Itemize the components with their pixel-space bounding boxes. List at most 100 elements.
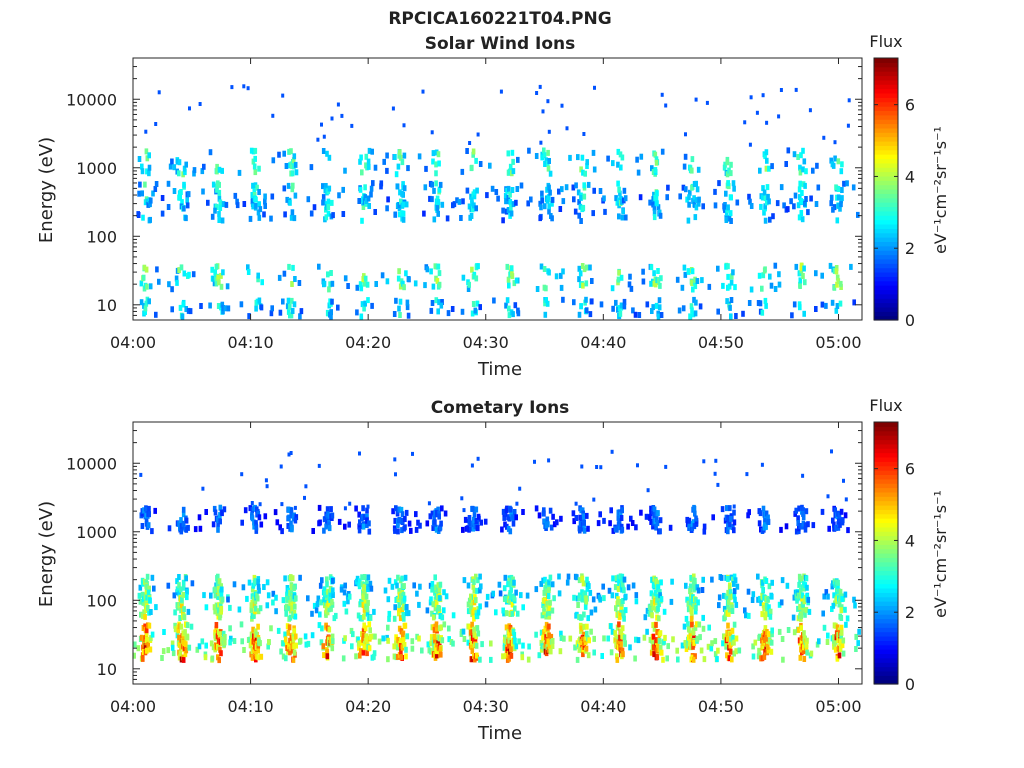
y-tick-label: 10 (97, 660, 117, 679)
heatmap-cell (430, 196, 434, 203)
heatmap-cell (728, 521, 732, 528)
heatmap-cell (321, 148, 326, 154)
heatmap-cell (397, 602, 401, 609)
heatmap-cell (197, 643, 202, 650)
heatmap-cell (358, 578, 362, 585)
heatmap-cell (433, 574, 437, 581)
heatmap-cell (472, 626, 476, 633)
heatmap-cell (246, 269, 251, 275)
heatmap-cell (201, 486, 205, 491)
heatmap-cell (179, 528, 184, 535)
heatmap-cell (779, 526, 783, 533)
heatmap-cell (798, 194, 802, 201)
heatmap-cell (431, 601, 436, 608)
heatmap-cell (474, 573, 478, 580)
heatmap-cell (507, 631, 512, 638)
heatmap-cell (466, 601, 471, 608)
heatmap-cell (651, 622, 655, 629)
heatmap-cell (620, 214, 625, 221)
heatmap-cell (851, 184, 856, 191)
heatmap-cell (211, 181, 216, 188)
heatmap-cell (663, 634, 667, 641)
heatmap-cell (751, 653, 756, 660)
heatmap-cell (282, 185, 287, 192)
heatmap-cell (423, 184, 428, 191)
heatmap-cell (397, 506, 402, 513)
heatmap-cell (770, 579, 774, 586)
heatmap-cell (794, 528, 799, 535)
heatmap-cell (181, 630, 185, 637)
heatmap-cell (309, 210, 314, 217)
heatmap-cell (753, 639, 758, 646)
heatmap-cell (796, 202, 801, 209)
heatmap-cell (246, 264, 250, 271)
heatmap-cell (440, 614, 445, 621)
heatmap-cell (801, 520, 806, 527)
heatmap-cell (668, 524, 673, 531)
heatmap-cell (585, 512, 589, 519)
heatmap-cell (401, 612, 405, 618)
heatmap-cell (470, 621, 474, 628)
heatmap-cell (544, 297, 548, 304)
heatmap-cell (400, 527, 404, 534)
heatmap-cell (491, 590, 495, 597)
heatmap-cell (438, 613, 443, 619)
heatmap-cell (798, 277, 803, 284)
heatmap-cell (406, 312, 411, 319)
heatmap-cell (830, 449, 833, 454)
heatmap-cell (801, 609, 805, 616)
heatmap-cell (803, 522, 808, 529)
heatmap-cell (285, 196, 289, 203)
heatmap-cell (417, 601, 421, 608)
heatmap-cell (218, 205, 223, 211)
heatmap-cell (185, 197, 189, 204)
heatmap-cell (549, 648, 553, 655)
colorbar-segment (874, 298, 898, 304)
heatmap-cell (143, 623, 147, 630)
heatmap-cell (592, 635, 596, 642)
heatmap-cell (762, 605, 766, 612)
heatmap-cell (653, 589, 658, 596)
heatmap-cell (190, 580, 195, 587)
heatmap-cell (364, 593, 369, 600)
heatmap-cell (506, 185, 511, 192)
heatmap-cell (620, 526, 625, 533)
heatmap-cell (294, 169, 299, 176)
heatmap-cell (511, 168, 516, 175)
heatmap-cell (379, 183, 383, 190)
heatmap-cell (397, 610, 401, 617)
heatmap-cell (397, 606, 401, 613)
heatmap-cell (362, 280, 367, 287)
heatmap-cell (293, 161, 298, 168)
heatmap-cell (249, 631, 254, 638)
heatmap-cell (422, 210, 426, 217)
heatmap-cell (766, 643, 770, 650)
colorbar-segment (874, 679, 898, 685)
heatmap-cell (798, 304, 802, 311)
heatmap-cell (184, 517, 189, 524)
heatmap-cell (615, 592, 619, 599)
heatmap-cell (362, 643, 367, 650)
heatmap-cell (414, 511, 418, 518)
heatmap-cell (796, 520, 800, 526)
heatmap-cell (288, 525, 292, 532)
heatmap-cell (256, 276, 260, 283)
heatmap-cell (472, 578, 476, 585)
heatmap-cell (844, 497, 848, 502)
heatmap-cell (398, 312, 402, 318)
heatmap-cell (724, 263, 728, 270)
heatmap-cell (432, 626, 437, 633)
heatmap-cell (213, 207, 217, 214)
heatmap-cell (542, 589, 547, 596)
heatmap-cell (325, 506, 330, 513)
heatmap-cell (802, 635, 807, 642)
heatmap-cell (433, 263, 438, 270)
heatmap-cell (317, 622, 322, 629)
heatmap-cell (397, 202, 401, 208)
heatmap-cell (758, 167, 762, 174)
heatmap-cell (732, 592, 737, 599)
heatmap-cell (181, 506, 186, 513)
colorbar-segment (874, 553, 898, 558)
heatmap-cell (794, 87, 798, 92)
heatmap-cell (777, 271, 781, 278)
